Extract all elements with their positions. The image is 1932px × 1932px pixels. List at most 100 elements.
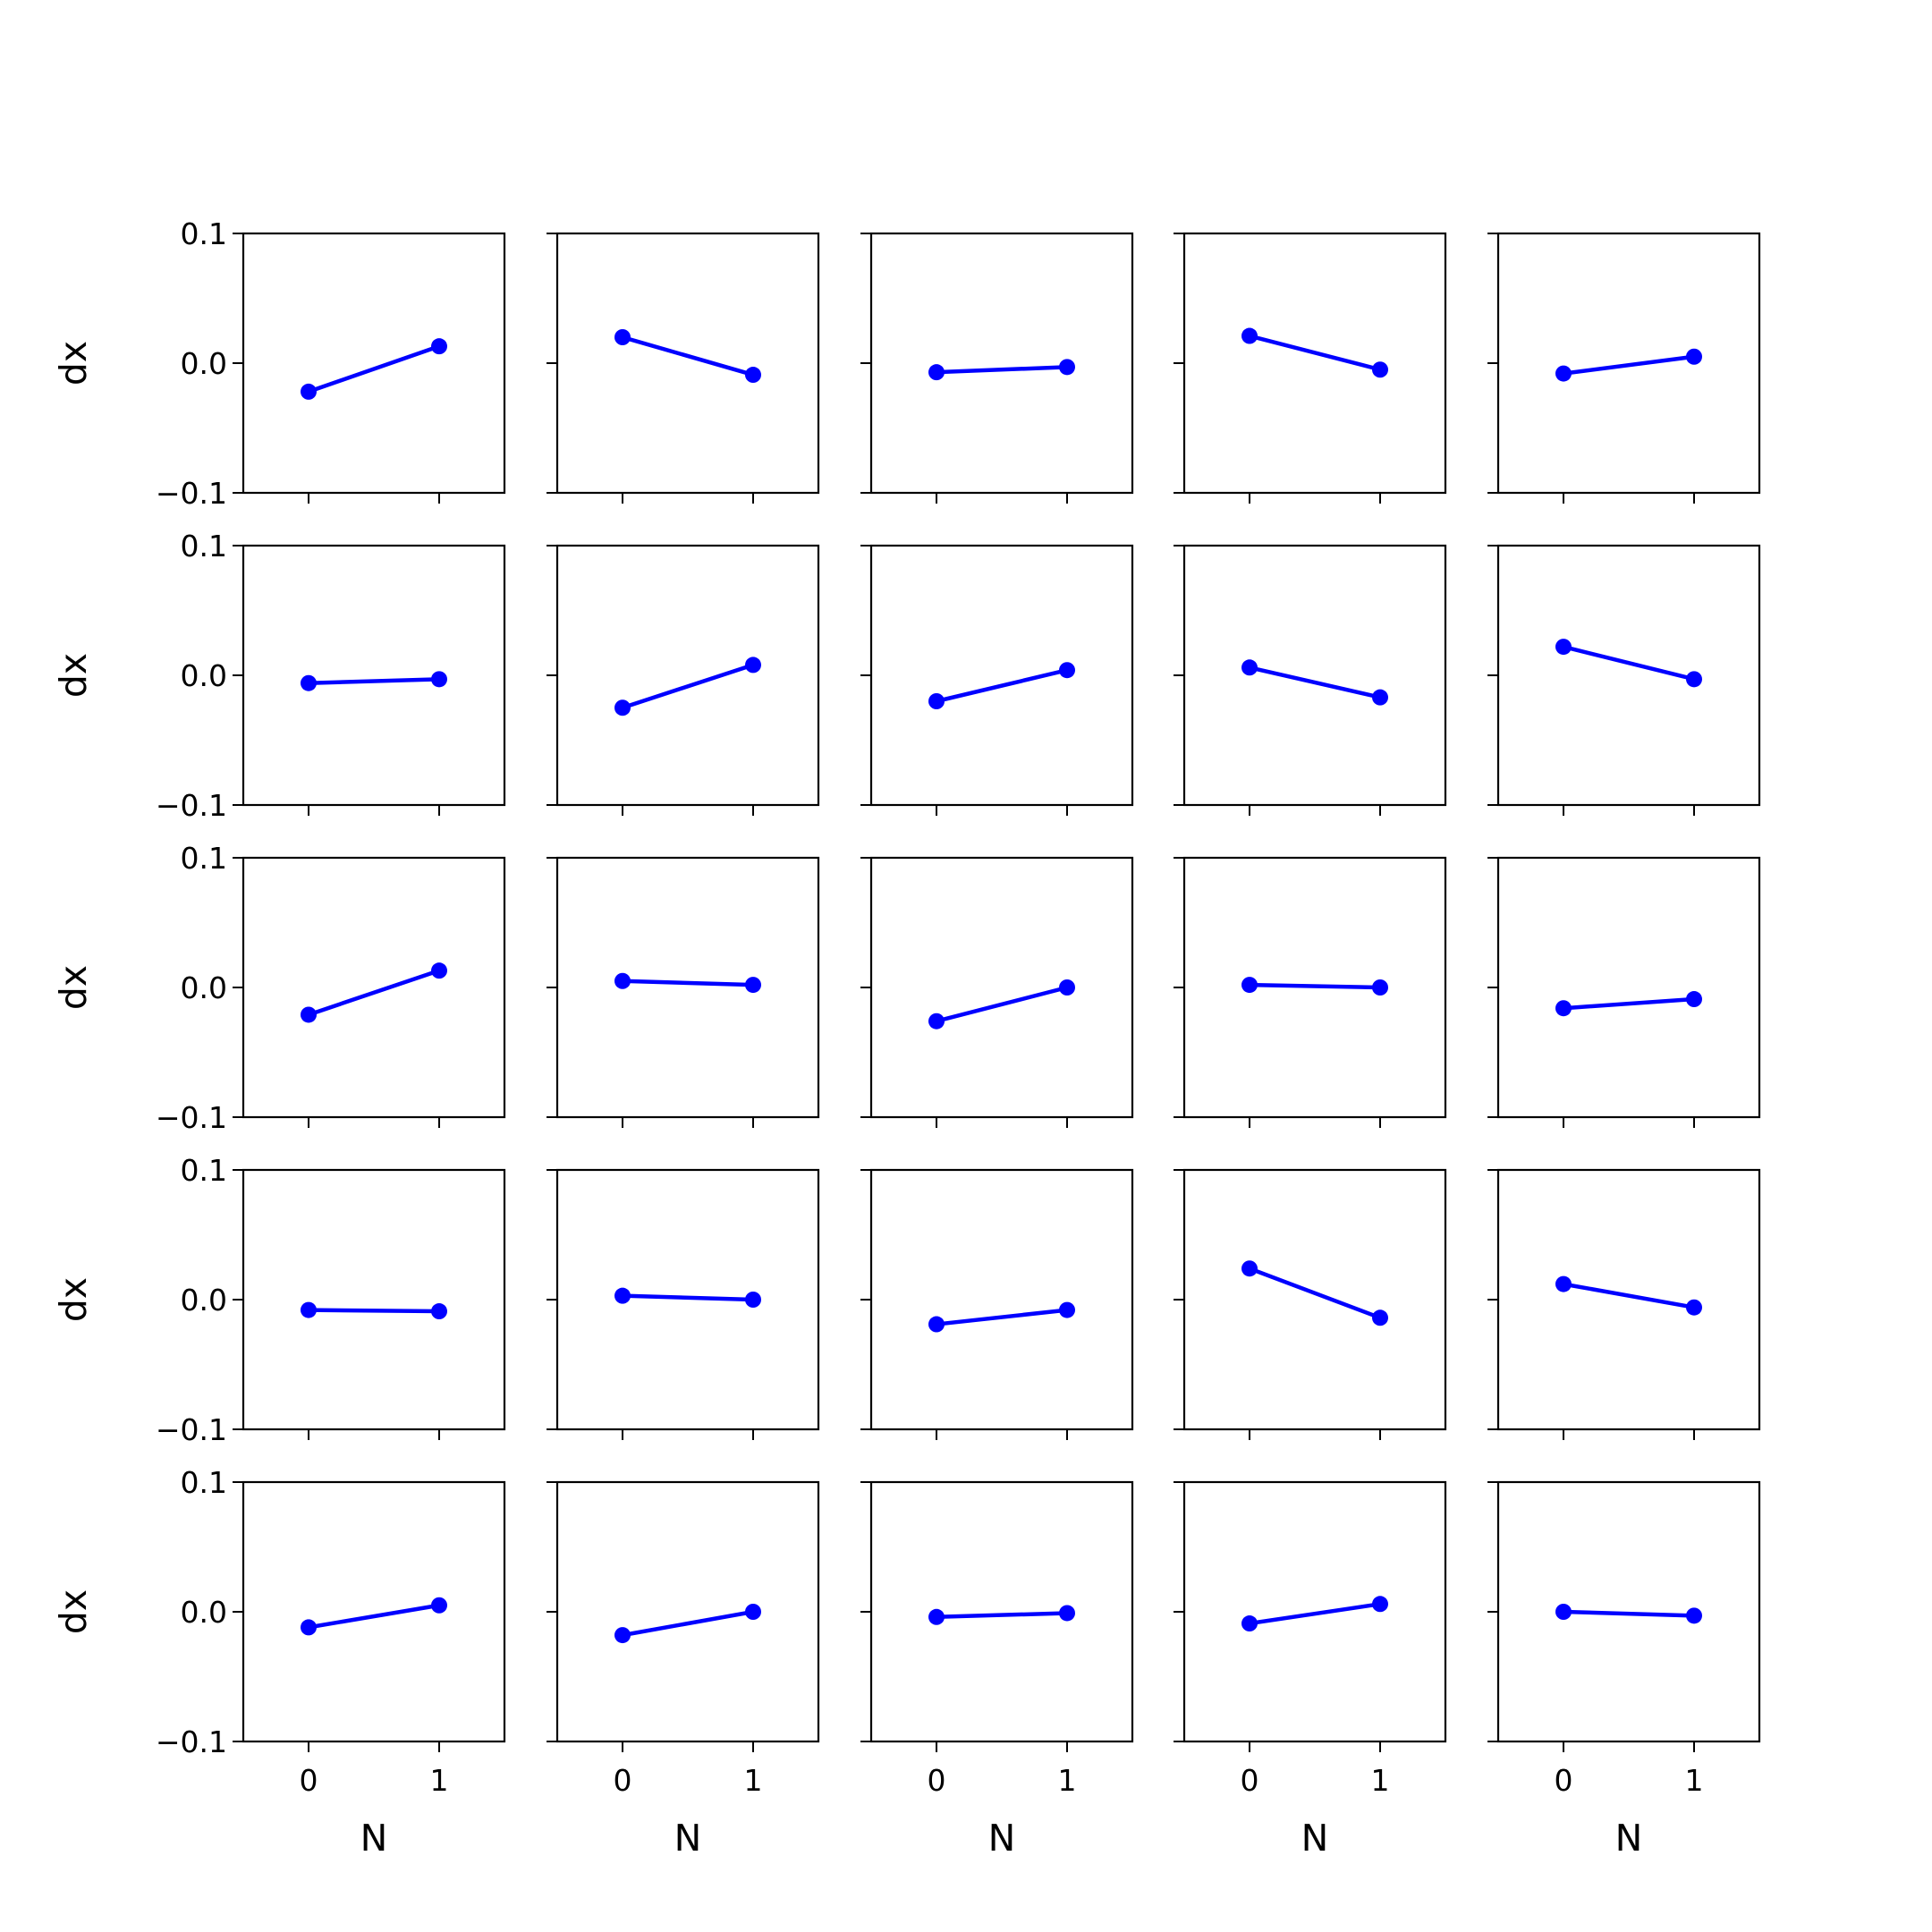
data-point — [928, 364, 945, 381]
series-line — [1249, 334, 1381, 372]
series-line — [1249, 665, 1381, 699]
data-point — [1372, 689, 1388, 706]
subplot-grid: −0.10.00.1dx−0.10.00.1dx−0.10.00.1dx−0.1… — [52, 216, 1761, 1860]
data-point — [1372, 1309, 1388, 1326]
y-axis-label: dx — [52, 965, 95, 1010]
data-point — [614, 699, 631, 716]
data-point — [1241, 1260, 1258, 1277]
subplot-r3-c5 — [1487, 856, 1761, 1128]
series-line — [622, 1609, 754, 1638]
data-point — [1372, 1596, 1388, 1613]
data-point — [928, 1013, 945, 1030]
x-tick-label: 1 — [1685, 1763, 1704, 1798]
subplot-r3-c4 — [1174, 856, 1447, 1128]
data-point — [1059, 359, 1075, 376]
x-tick-label: 1 — [1058, 1763, 1077, 1798]
series-line — [308, 1308, 440, 1314]
y-tick-label: −0.1 — [156, 1100, 227, 1135]
data-point — [745, 1604, 761, 1620]
x-axis-label: N — [360, 1817, 388, 1860]
series-line — [936, 668, 1068, 704]
x-tick-label: 0 — [928, 1763, 946, 1798]
data-point — [1686, 1299, 1702, 1316]
series-line — [1249, 982, 1381, 990]
data-point — [1059, 1301, 1075, 1318]
x-axis-label: N — [1301, 1817, 1329, 1860]
data-point — [614, 329, 631, 345]
series-line — [1563, 996, 1695, 1011]
subplot-r4-c3 — [860, 1168, 1134, 1440]
data-point — [1241, 1615, 1258, 1632]
data-point — [1555, 1000, 1572, 1017]
subplot-r5-c1: −0.1 0.0 0.1 0 1 dx N — [52, 1465, 506, 1860]
data-point — [431, 671, 447, 688]
series-line — [936, 1611, 1068, 1620]
series-line — [308, 344, 440, 394]
data-point — [1686, 991, 1702, 1008]
series-line — [1563, 354, 1695, 376]
data-point — [1372, 361, 1388, 378]
subplot-r3-c3 — [860, 856, 1134, 1128]
x-axis-label: N — [988, 1817, 1016, 1860]
data-point — [1555, 365, 1572, 382]
subplot-r3-c2 — [547, 856, 820, 1128]
x-tick-label: 0 — [1555, 1763, 1573, 1798]
data-point — [1059, 979, 1075, 996]
y-tick-label: 0.1 — [181, 1153, 227, 1188]
x-tick-label: 1 — [1371, 1763, 1390, 1798]
y-tick-label: 0.0 — [181, 970, 227, 1005]
subplot-r2-c1: −0.1 0.0 0.1 dx — [52, 529, 506, 823]
data-point — [614, 1287, 631, 1304]
data-point — [431, 338, 447, 355]
y-tick-label: 0.1 — [181, 216, 227, 251]
data-point — [301, 383, 317, 400]
y-tick-label: 0.0 — [181, 346, 227, 381]
subplot-r5-c3: 0 1 N — [860, 1480, 1134, 1860]
data-point — [301, 674, 317, 691]
data-point — [614, 972, 631, 989]
series-line — [622, 979, 754, 987]
series-line — [622, 335, 754, 377]
subplot-r4-c2 — [547, 1168, 820, 1440]
y-tick-label: −0.1 — [156, 476, 227, 511]
subplot-r1-c3 — [860, 232, 1134, 504]
subplot-r4-c4 — [1174, 1168, 1447, 1440]
subplot-r2-c4 — [1174, 544, 1447, 816]
data-point — [431, 1597, 447, 1614]
subplot-r2-c2 — [547, 544, 820, 816]
subplot-r1-c4 — [1174, 232, 1447, 504]
series-line — [622, 1293, 754, 1302]
data-point — [1241, 977, 1258, 994]
data-point — [928, 693, 945, 709]
data-point — [745, 977, 761, 994]
series-line — [1249, 1267, 1381, 1320]
x-tick-label: 1 — [430, 1763, 449, 1798]
data-point — [431, 962, 447, 979]
data-point — [614, 1627, 631, 1644]
data-point — [745, 657, 761, 674]
y-tick-label: −0.1 — [156, 788, 227, 823]
data-point — [928, 1316, 945, 1333]
subplot-r1-c2 — [547, 232, 820, 504]
x-tick-label: 0 — [1241, 1763, 1259, 1798]
data-point — [1686, 1607, 1702, 1624]
data-point — [1059, 1605, 1075, 1622]
series-line — [1563, 1282, 1695, 1309]
series-line — [936, 985, 1068, 1023]
series-line — [1249, 1602, 1381, 1626]
data-point — [301, 1006, 317, 1023]
data-point — [1059, 662, 1075, 679]
data-point — [1555, 1275, 1572, 1292]
y-tick-label: 0.1 — [181, 1465, 227, 1500]
y-tick-label: 0.0 — [181, 1283, 227, 1318]
y-tick-label: 0.1 — [181, 529, 227, 564]
data-point — [1372, 979, 1388, 996]
subplot-r5-c5: 0 1 N — [1487, 1480, 1761, 1860]
y-axis-label: dx — [52, 1589, 95, 1634]
subplot-r1-c5 — [1487, 232, 1761, 504]
data-point — [1555, 639, 1572, 656]
x-tick-label: 1 — [744, 1763, 763, 1798]
data-point — [1686, 671, 1702, 688]
data-point — [745, 367, 761, 384]
